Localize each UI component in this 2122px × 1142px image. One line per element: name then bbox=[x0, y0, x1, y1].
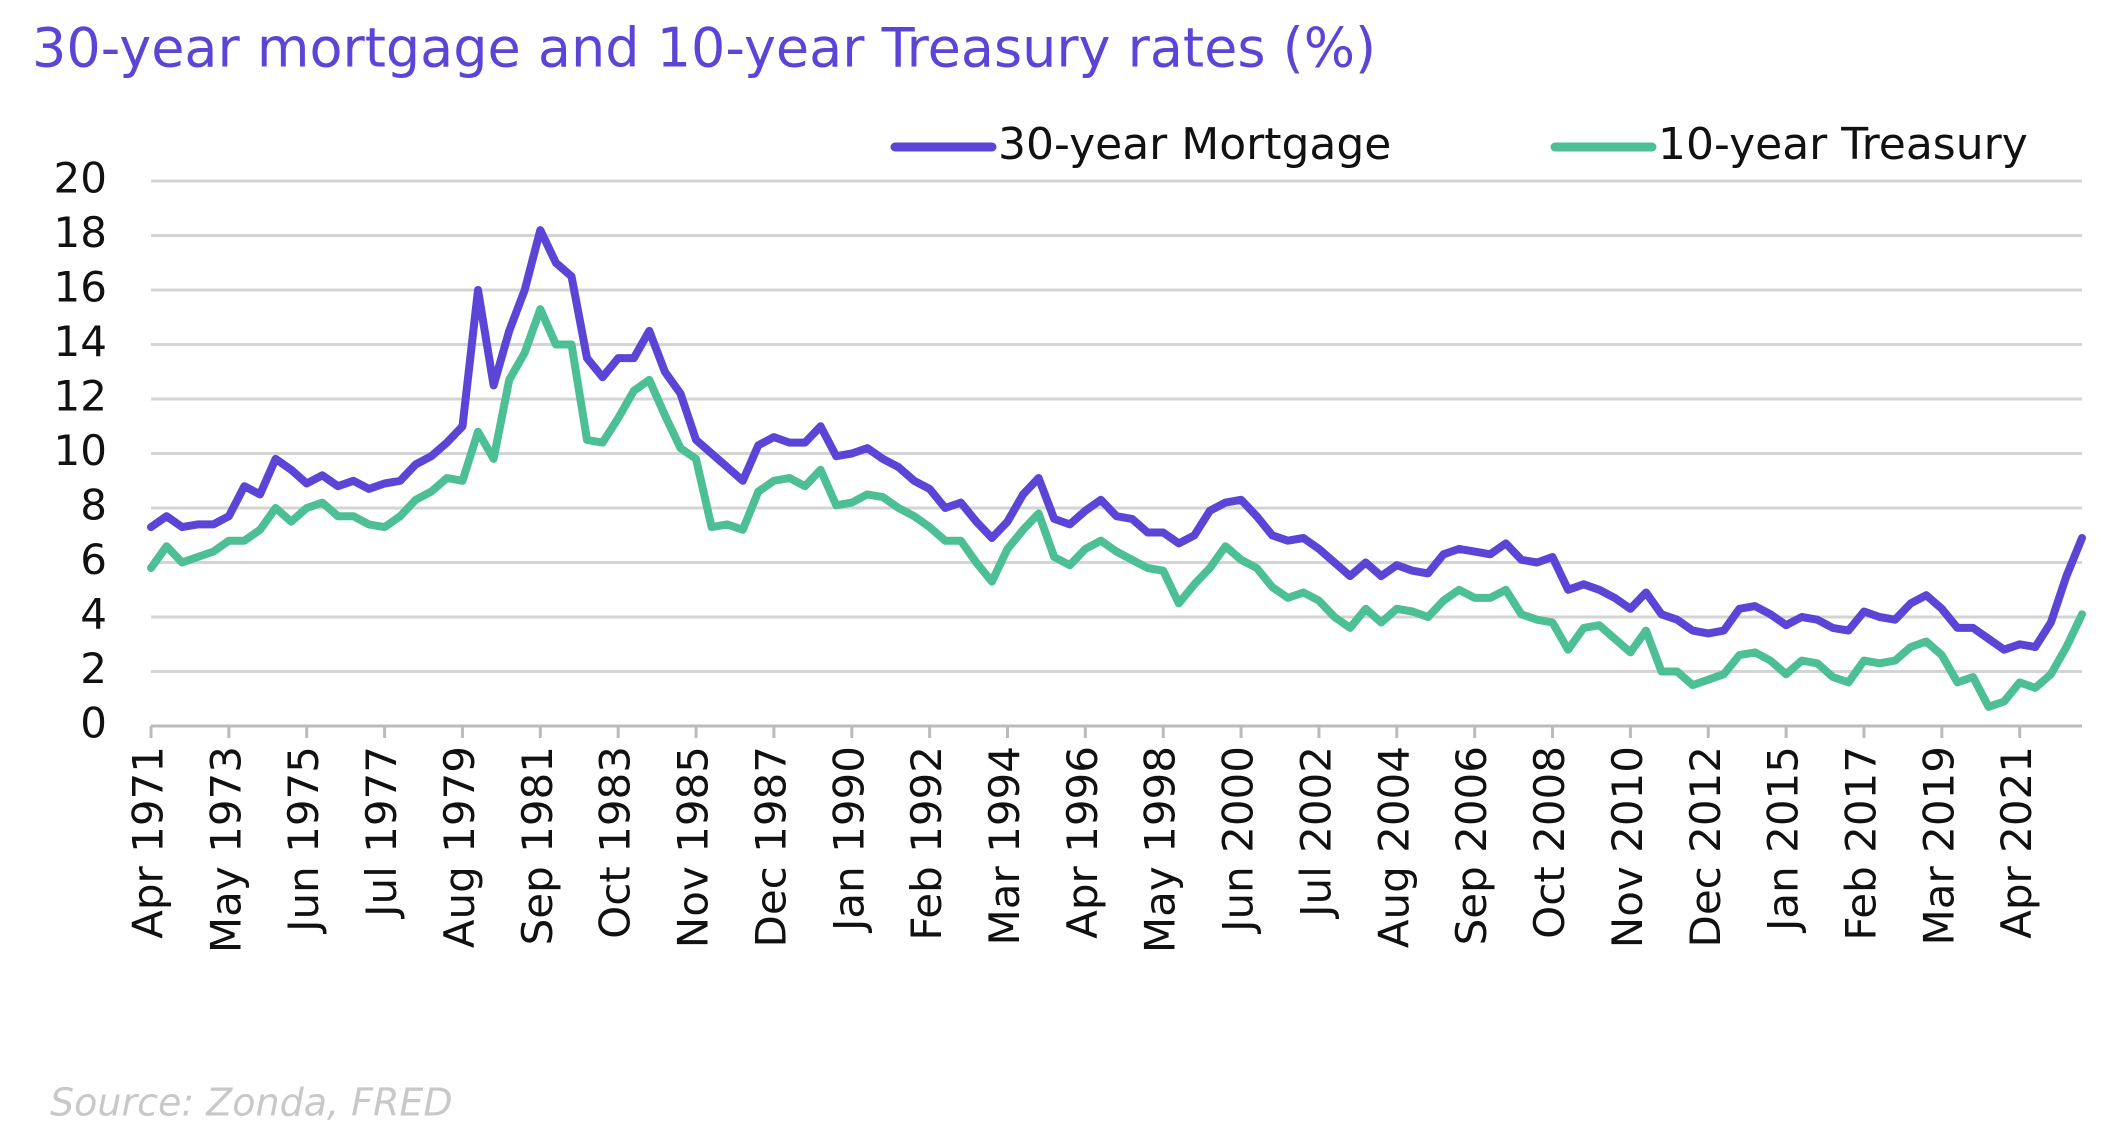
x-tick-label: Jan 2015 bbox=[1759, 746, 1808, 934]
x-tick-label: Jul 2002 bbox=[1291, 746, 1340, 920]
x-tick-label: Mar 2019 bbox=[1914, 746, 1963, 945]
y-tick-label: 2 bbox=[80, 644, 107, 693]
x-tick-label: Aug 1979 bbox=[435, 746, 484, 948]
series-line bbox=[147, 305, 2086, 711]
x-tick-label: Oct 2008 bbox=[1525, 746, 1574, 939]
y-tick-label: 14 bbox=[54, 317, 107, 366]
x-tick-label: Jun 1975 bbox=[279, 746, 328, 935]
x-tick-label: Apr 1971 bbox=[124, 746, 173, 939]
y-tick-label: 8 bbox=[80, 481, 107, 530]
x-tick-label: Sep 1981 bbox=[513, 746, 562, 945]
x-tick-label: Dec 2012 bbox=[1681, 746, 1730, 948]
y-tick-label: 18 bbox=[54, 208, 107, 257]
x-tick-label: Nov 2010 bbox=[1603, 746, 1652, 948]
x-tick-label: Feb 1992 bbox=[902, 746, 951, 941]
x-tick-label: May 1973 bbox=[201, 746, 250, 953]
y-tick-label: 0 bbox=[80, 699, 107, 748]
source-note: Source: Zonda, FRED bbox=[50, 1081, 453, 1125]
series-line bbox=[147, 226, 2086, 654]
y-tick-label: 10 bbox=[54, 426, 107, 475]
x-tick-label: Sep 2006 bbox=[1447, 746, 1496, 945]
x-tick-label: Mar 1994 bbox=[980, 746, 1029, 945]
y-tick-label: 6 bbox=[80, 535, 107, 584]
x-tick-label: May 1998 bbox=[1136, 746, 1185, 953]
x-tick-label: Jan 1990 bbox=[824, 746, 873, 934]
x-tick-label: Nov 1985 bbox=[669, 746, 718, 948]
legend-label: 30-year Mortgage bbox=[998, 119, 1391, 170]
chart-title: 30-year mortgage and 10-year Treasury ra… bbox=[32, 17, 1376, 80]
x-tick-label: Dec 1987 bbox=[746, 746, 795, 948]
x-tick-label: Apr 1996 bbox=[1058, 746, 1107, 939]
y-tick-label: 4 bbox=[80, 590, 107, 639]
x-tick-label: Oct 1983 bbox=[591, 746, 640, 939]
x-tick-label: Apr 2021 bbox=[1992, 746, 2041, 939]
y-tick-label: 12 bbox=[54, 372, 107, 421]
x-tick-label: Jul 1977 bbox=[357, 746, 406, 920]
legend-label: 10-year Treasury bbox=[1658, 119, 2028, 170]
x-tick-label: Aug 2004 bbox=[1369, 746, 1418, 948]
y-tick-label: 16 bbox=[54, 263, 107, 312]
x-tick-label: Feb 2017 bbox=[1836, 746, 1885, 941]
y-tick-label: 20 bbox=[54, 154, 107, 203]
x-tick-label: Jun 2000 bbox=[1214, 746, 1263, 935]
